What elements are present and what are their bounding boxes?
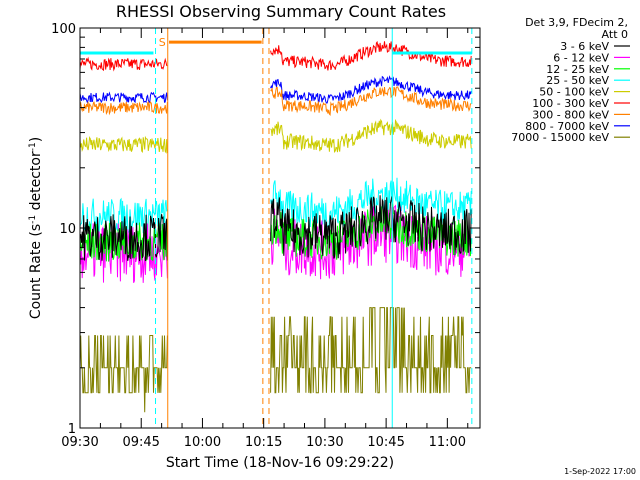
- legend-header-line-2: Att 0: [602, 28, 628, 41]
- series-line-25to50keV-after: [270, 177, 472, 231]
- series-line-300to800keV-before: [79, 100, 168, 116]
- series-line-100to300keV-after: [270, 40, 472, 71]
- y-axis-label-mid: detector: [28, 151, 44, 215]
- series-line-50to100keV-after: [270, 118, 472, 154]
- chart-title: RHESSI Observing Summary Count Rates: [116, 2, 446, 21]
- y-axis-label-sup2: -1: [28, 142, 38, 151]
- x-tick-label: 11:00: [429, 435, 466, 450]
- legend-label: 25 - 50 keV: [546, 74, 609, 87]
- series-line-7000to15000keV-before: [79, 335, 168, 413]
- y-tick-label: 1: [68, 422, 76, 437]
- series-line-3to6keV-before: [79, 214, 168, 262]
- y-tick-label: 10: [59, 222, 76, 237]
- x-tick-label: 10:30: [306, 435, 343, 450]
- legend-label: 12 - 25 keV: [546, 63, 609, 76]
- series-line-50to100keV-before: [79, 135, 168, 154]
- x-tick-label: 09:45: [122, 435, 159, 450]
- legend-label: 3 - 6 keV: [560, 40, 609, 53]
- y-axis-label-main: Count Rate (s: [28, 224, 44, 319]
- series-line-7000to15000keV-after: [270, 307, 472, 394]
- x-tick-label: 09:30: [61, 435, 98, 450]
- series-line-100to300keV-before: [79, 56, 168, 72]
- series-line-12to25keV-before: [79, 222, 168, 262]
- axes: 09:30 09:45 10:00 10:15 10:30 10:45 11:00 1 10 10…: [51, 22, 480, 450]
- legend-label: 50 - 100 keV: [539, 86, 609, 99]
- series-line-3to6keV-after: [270, 195, 472, 259]
- legend-header-line-1: Det 3,9, FDecim 2,: [525, 16, 628, 29]
- x-tick-label: 10:15: [245, 435, 282, 450]
- x-axis-label: Start Time (18-Nov-16 09:29:22): [166, 455, 394, 471]
- footer-date: 1-Sep-2022 17:00: [564, 467, 636, 476]
- series-line-800to7000keV-after: [270, 75, 472, 104]
- y-tick-label: 100: [51, 22, 76, 37]
- saa-label: S: [159, 36, 166, 49]
- x-tick-label: 10:00: [184, 435, 221, 450]
- y-axis-label-sup1: -1: [28, 215, 38, 224]
- series-line-800to7000keV-before: [79, 91, 168, 104]
- legend-label: 6 - 12 keV: [553, 51, 609, 64]
- series-line-300to800keV-after: [270, 86, 472, 117]
- legend-label: 800 - 7000 keV: [525, 120, 609, 133]
- legend-label: 100 - 300 keV: [532, 97, 609, 110]
- plot-area: S: [79, 28, 473, 428]
- y-axis-label: Count Rate (s-1 detector-1): [28, 137, 44, 319]
- x-tick-label: 10:45: [367, 435, 404, 450]
- y-axis-label-end: ): [28, 137, 44, 142]
- legend-label: 300 - 800 keV: [532, 108, 609, 121]
- legend-label: 7000 - 15000 keV: [511, 131, 609, 144]
